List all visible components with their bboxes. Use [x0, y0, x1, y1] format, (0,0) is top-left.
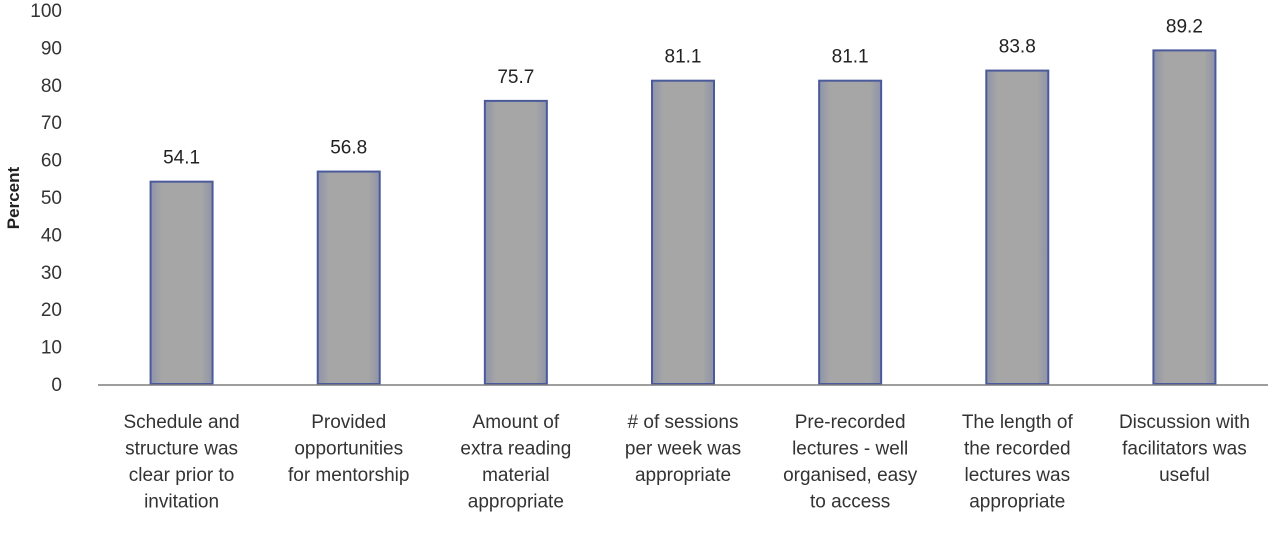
bar [818, 79, 883, 385]
bar [1152, 49, 1217, 385]
y-tick-label: 40 [41, 225, 62, 246]
y-tick-label: 60 [41, 151, 62, 172]
x-category-label: Pre-recorded lectures - well organised, ea… [783, 412, 918, 513]
data-label: 89.2 [1166, 16, 1203, 37]
x-category-label: The length of the recorded lectures was app… [962, 412, 1074, 513]
x-axis-categories: Schedule and structure was clear prior to i… [123, 412, 1249, 513]
data-labels: 54.1 56.8 75.7 81.1 81.1 83.8 89.2 [163, 16, 1203, 168]
x-category-label: Schedule and structure was clear prior to i… [123, 412, 239, 513]
bars [149, 49, 1217, 386]
bar [149, 180, 214, 385]
y-tick-label: 90 [41, 38, 62, 59]
data-label: 81.1 [665, 47, 702, 68]
x-category-label: Amount of extra reading material appropriat… [460, 412, 571, 513]
data-label: 81.1 [832, 47, 869, 68]
y-tick-label: 0 [51, 375, 62, 396]
y-tick-label: 30 [41, 263, 62, 284]
y-axis: 0 10 20 30 40 50 60 70 80 90 100 [30, 1, 62, 396]
y-tick-label: 70 [41, 113, 62, 134]
data-label: 56.8 [330, 138, 367, 159]
data-label: 54.1 [163, 148, 200, 169]
bar [985, 69, 1050, 385]
y-tick-label: 20 [41, 300, 62, 321]
y-tick-label: 10 [41, 338, 62, 359]
y-tick-label: 100 [30, 1, 62, 22]
data-label: 83.8 [999, 37, 1036, 58]
bar [483, 99, 548, 386]
bar [316, 170, 381, 385]
x-category-label: # of sessions per week was appropriate [625, 412, 741, 486]
y-tick-label: 50 [41, 188, 62, 209]
bar [651, 79, 715, 385]
x-category-label: Discussion with facilitators was useful [1119, 412, 1250, 486]
x-category-label: Provided opportunities for mentorship [288, 412, 409, 486]
y-axis-title: Percent [4, 166, 23, 229]
y-tick-label: 80 [41, 76, 62, 97]
data-label: 75.7 [497, 67, 534, 88]
